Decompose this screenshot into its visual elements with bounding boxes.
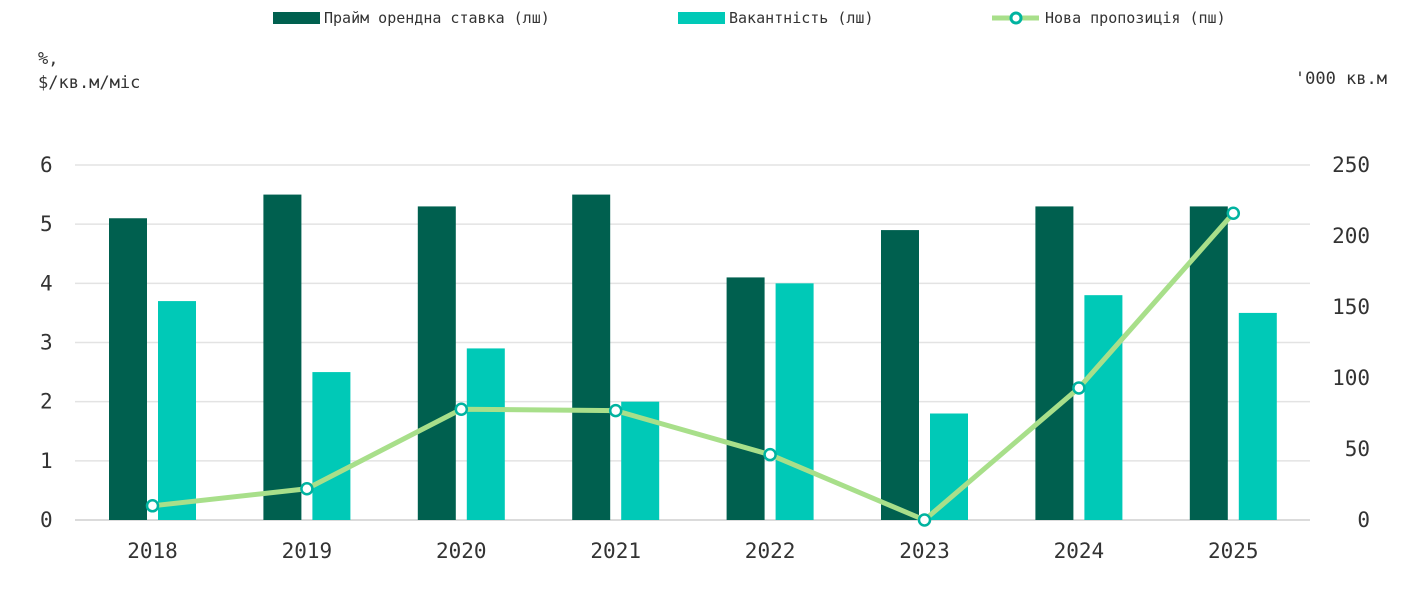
legend-swatch-vacancy xyxy=(678,12,725,24)
legend-swatch-prime-rent xyxy=(273,12,320,24)
legend-label-new-supply: Нова пропозиція (пш) xyxy=(1045,9,1226,27)
x-tick-label: 2019 xyxy=(282,539,333,563)
left-tick-label: 6 xyxy=(40,153,53,177)
right-tick-label: 0 xyxy=(1357,508,1370,532)
bar-prime-rent xyxy=(263,194,302,521)
left-axis-unit-line1: %, xyxy=(38,49,58,69)
x-tick-label: 2024 xyxy=(1054,539,1105,563)
new-supply-point xyxy=(145,499,160,513)
x-tick-label: 2025 xyxy=(1208,539,1259,563)
left-tick-label: 1 xyxy=(40,449,53,473)
legend: Прайм орендна ставка (лш) Вакантність (л… xyxy=(273,9,1226,27)
bar-vacancy xyxy=(312,372,351,520)
bar-vacancy xyxy=(930,413,968,520)
bar-prime-rent xyxy=(881,230,919,521)
x-tick-label: 2018 xyxy=(127,539,178,563)
legend-label-vacancy: Вакантність (лш) xyxy=(729,9,874,27)
right-tick-label: 50 xyxy=(1345,437,1370,461)
new-supply-line xyxy=(152,211,1236,523)
bar-vacancy xyxy=(775,283,814,520)
new-supply-line-group xyxy=(145,206,1241,527)
new-supply-point xyxy=(917,513,932,527)
left-axis-unit-line2: $/кв.м/міс xyxy=(38,73,140,93)
left-tick-label: 5 xyxy=(40,212,53,236)
right-tick-label: 100 xyxy=(1332,366,1370,390)
x-tick-label: 2023 xyxy=(899,539,950,563)
x-tick-label: 2022 xyxy=(745,539,796,563)
bar-prime-rent xyxy=(572,194,611,521)
x-tick-label: 2020 xyxy=(436,539,487,563)
bar-vacancy xyxy=(466,348,505,520)
bars xyxy=(109,194,1277,521)
left-tick-label: 2 xyxy=(40,390,53,414)
bar-vacancy xyxy=(1084,295,1123,520)
left-tick-label: 4 xyxy=(40,271,53,295)
bar-vacancy xyxy=(158,301,196,520)
legend-label-prime-rent: Прайм орендна ставка (лш) xyxy=(324,9,550,27)
new-supply-point xyxy=(608,403,623,418)
right-tick-label: 250 xyxy=(1332,153,1370,177)
new-supply-point xyxy=(763,447,777,462)
x-tick-label: 2021 xyxy=(590,539,641,563)
left-tick-label: 3 xyxy=(40,331,53,355)
bar-prime-rent xyxy=(109,218,147,520)
axes: 0 1 2 3 4 5 6 0 50 100 150 200 250 2018 2019 2020 2021 20… xyxy=(40,153,1370,563)
grid-lines xyxy=(75,164,1310,521)
bar-prime-rent xyxy=(1035,206,1074,520)
legend-swatch-new-supply-marker xyxy=(1009,11,1023,25)
right-tick-label: 150 xyxy=(1332,295,1370,319)
right-axis-unit: '000 кв.м xyxy=(1295,69,1387,89)
new-supply-point xyxy=(1072,381,1086,395)
bar-vacancy xyxy=(1238,312,1277,520)
left-tick-label: 0 xyxy=(40,508,53,532)
bar-prime-rent xyxy=(417,206,456,520)
new-supply-point xyxy=(1226,206,1241,221)
new-supply-point xyxy=(454,402,469,416)
bar-prime-rent xyxy=(726,277,765,520)
right-tick-label: 200 xyxy=(1332,224,1370,248)
new-supply-point xyxy=(300,482,314,496)
